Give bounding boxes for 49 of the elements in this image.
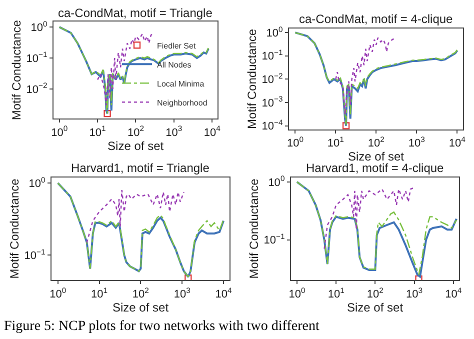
- x-tick-label: 10$^{0}$: [51, 124, 68, 139]
- x-axis-title: Size of set: [347, 300, 404, 314]
- x-tick-label: 10$^{0}$: [286, 134, 304, 150]
- x-axis-title: Size of set: [348, 150, 405, 164]
- x-tick-label: 10$^{0}$: [288, 286, 306, 300]
- x-tick-label: 10$^{3}$: [166, 124, 182, 139]
- y-tick-label: 10$^{−1}$: [262, 48, 283, 63]
- legend-label: Local Minima: [157, 79, 205, 88]
- y-tick-label: 10$^{0}$: [28, 175, 46, 190]
- chart-title: Harvard1, motif = 4-clique: [306, 161, 444, 175]
- y-tick-label: 10$^{−2}$: [26, 81, 48, 96]
- x-tick-label: 10$^{1}$: [91, 286, 108, 300]
- legend-label: Fiedler Set: [157, 41, 196, 50]
- y-tick-label: 10$^{−4}$: [262, 118, 284, 133]
- x-tick-label: 10$^{3}$: [408, 134, 425, 150]
- y-tick-label: 10$^{−1}$: [264, 232, 285, 247]
- x-tick-label: 10$^{3}$: [174, 286, 190, 300]
- x-tick-label: 10$^{4}$: [448, 134, 466, 150]
- x-tick-label: 10$^{4}$: [445, 286, 462, 300]
- y-tick-label: 10$^{0}$: [268, 174, 285, 189]
- y-tick-label: 10$^{−1}$: [26, 50, 48, 65]
- x-tick-label: 10$^{2}$: [366, 286, 384, 300]
- y-tick-label: 10$^{−2}$: [262, 71, 283, 86]
- x-tick-label: 10$^{2}$: [132, 286, 149, 300]
- legend-label: Neighborhood: [157, 98, 208, 108]
- chart-title: ca-CondMat, motif = Triangle: [58, 6, 213, 20]
- y-axis-title: Motif Conductance: [247, 178, 262, 279]
- y-axis-title: Motif Conductance: [8, 178, 22, 279]
- y-tick-label: 10$^{0}$: [266, 24, 283, 40]
- x-tick-label: 10$^{1}$: [89, 124, 106, 139]
- y-axis-title: Motif Conductance: [245, 28, 260, 129]
- x-tick-label: 10$^{2}$: [127, 124, 144, 139]
- legend-label: All Nodes: [157, 60, 192, 70]
- x-tick-label: 10$^{0}$: [50, 286, 66, 300]
- chart-title: Harvard1, motif = Triangle: [71, 161, 210, 175]
- x-tick-label: 10$^{1}$: [327, 134, 344, 150]
- x-tick-label: 10$^{4}$: [215, 286, 233, 300]
- x-tick-label: 10$^{4}$: [204, 124, 222, 139]
- y-tick-label: 10$^{0}$: [30, 19, 48, 34]
- y-axis-title: Motif Conductance: [10, 20, 24, 120]
- caption: Figure 5: NCP plots for two networks with two different: [4, 319, 320, 334]
- x-tick-label: 10$^{2}$: [368, 134, 384, 150]
- x-axis-title: Size of set: [112, 300, 170, 314]
- chart-title: ca-CondMat, motif = 4-clique: [299, 12, 454, 26]
- y-tick-label: 10$^{−1}$: [24, 247, 46, 262]
- x-axis-title: Size of set: [108, 138, 164, 153]
- x-tick-label: 10$^{1}$: [328, 286, 344, 300]
- y-tick-label: 10$^{−3}$: [262, 94, 283, 110]
- x-tick-label: 10$^{3}$: [406, 286, 423, 300]
